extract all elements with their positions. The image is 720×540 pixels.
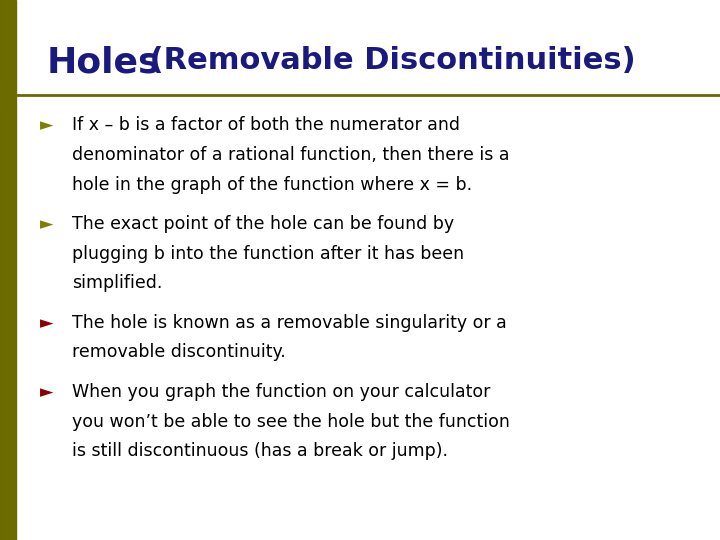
Bar bbox=[0, 0, 16, 540]
Text: The hole is known as a removable singularity or a: The hole is known as a removable singula… bbox=[72, 314, 507, 332]
Text: When you graph the function on your calculator: When you graph the function on your calc… bbox=[72, 383, 490, 401]
Text: you won’t be able to see the hole but the function: you won’t be able to see the hole but th… bbox=[72, 413, 510, 430]
Text: (Removable Discontinuities): (Removable Discontinuities) bbox=[139, 46, 636, 75]
Text: is still discontinuous (has a break or jump).: is still discontinuous (has a break or j… bbox=[72, 442, 448, 460]
Text: ►: ► bbox=[40, 314, 53, 332]
Text: simplified.: simplified. bbox=[72, 274, 163, 292]
Text: ►: ► bbox=[40, 116, 53, 134]
Text: Holes: Holes bbox=[47, 46, 161, 80]
Text: removable discontinuity.: removable discontinuity. bbox=[72, 343, 286, 361]
Text: ►: ► bbox=[40, 215, 53, 233]
Text: plugging b into the function after it has been: plugging b into the function after it ha… bbox=[72, 245, 464, 262]
Text: ►: ► bbox=[40, 383, 53, 401]
Text: The exact point of the hole can be found by: The exact point of the hole can be found… bbox=[72, 215, 454, 233]
Text: If x – b is a factor of both the numerator and: If x – b is a factor of both the numerat… bbox=[72, 116, 460, 134]
Text: denominator of a rational function, then there is a: denominator of a rational function, then… bbox=[72, 146, 510, 164]
Text: hole in the graph of the function where x = b.: hole in the graph of the function where … bbox=[72, 176, 472, 193]
